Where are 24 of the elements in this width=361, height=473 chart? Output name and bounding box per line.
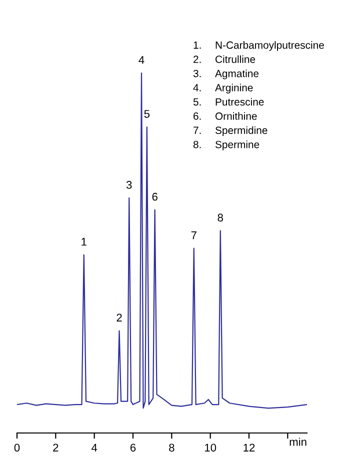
x-tick-label: 10 (205, 444, 216, 452)
text: 7. Spermidine (194, 126, 268, 136)
annotation: 7 (191, 231, 196, 240)
x-tick-label: 0 (14, 444, 20, 452)
text: 6. Ornithine (194, 112, 257, 120)
x-tick-label: 8 (169, 444, 174, 452)
x-tick-label: 4 (92, 444, 98, 452)
text: 8. Spermine (193, 140, 260, 150)
annotation: 5 (144, 110, 150, 118)
annotation: 8 (218, 214, 223, 222)
x-tick-label: 12 (244, 444, 255, 452)
annotation: 6 (152, 192, 158, 201)
annotation: 2 (116, 314, 122, 322)
x-tick-label: 2 (53, 444, 58, 452)
annotation: 1 (82, 238, 86, 246)
x-tick-label: 6 (130, 444, 136, 452)
annotation: 3 (126, 180, 132, 189)
text: 5. Putrescine (193, 98, 264, 106)
text: 2. Citrulline (194, 55, 256, 63)
text: 1. N-Carbamoylputrescine (194, 41, 324, 51)
text: 4. Arginine (193, 84, 253, 94)
annotation: 4 (138, 56, 144, 64)
text: 3. Agmatine (193, 70, 259, 80)
x-axis-title: min (290, 438, 306, 446)
